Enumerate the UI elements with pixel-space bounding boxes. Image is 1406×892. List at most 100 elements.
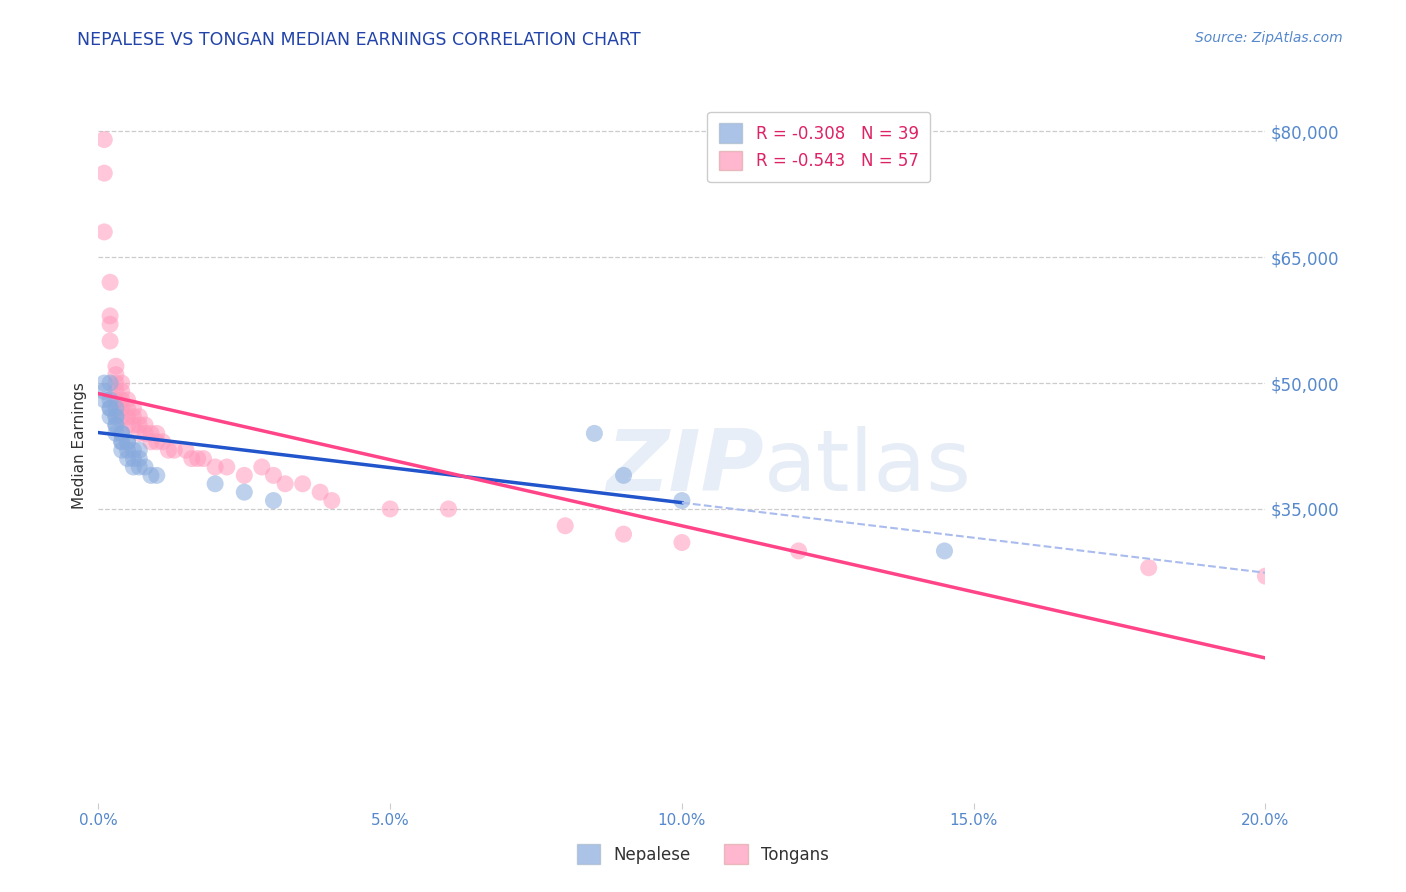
Point <box>146 426 169 441</box>
Point <box>117 417 139 432</box>
Point <box>98 376 121 390</box>
Point <box>321 493 343 508</box>
Point <box>93 392 115 407</box>
Point <box>117 409 139 424</box>
Point <box>128 417 150 432</box>
Point <box>612 527 634 541</box>
Point <box>93 225 115 239</box>
Point <box>93 384 115 399</box>
Point <box>262 468 284 483</box>
Point <box>98 392 121 407</box>
Point <box>671 535 693 549</box>
Point <box>187 451 209 466</box>
Point <box>117 401 139 416</box>
Point <box>233 485 256 500</box>
Point <box>193 451 215 466</box>
Point <box>583 426 606 441</box>
Point <box>554 518 576 533</box>
Point <box>122 451 145 466</box>
Point <box>93 376 115 390</box>
Point <box>291 476 314 491</box>
Point <box>104 401 127 416</box>
Point <box>111 384 134 399</box>
Point <box>104 376 127 390</box>
Point <box>98 275 121 289</box>
Point <box>122 417 145 432</box>
Point <box>111 434 134 449</box>
Point <box>93 166 115 180</box>
Point <box>122 409 145 424</box>
Point <box>134 460 156 475</box>
Point <box>104 409 127 424</box>
Point <box>98 318 121 332</box>
Point <box>180 451 202 466</box>
Point <box>122 443 145 458</box>
Point <box>104 368 127 382</box>
Point <box>128 460 150 475</box>
Text: ZIP: ZIP <box>606 425 763 509</box>
Point <box>128 426 150 441</box>
Point <box>117 434 139 449</box>
Point <box>98 309 121 323</box>
Point <box>93 132 115 146</box>
Point <box>104 417 127 432</box>
Point <box>134 426 156 441</box>
Point <box>111 401 134 416</box>
Point <box>104 384 127 399</box>
Point <box>128 443 150 458</box>
Point <box>146 434 169 449</box>
Point <box>157 443 180 458</box>
Text: atlas: atlas <box>763 425 972 509</box>
Point <box>139 468 162 483</box>
Point <box>128 451 150 466</box>
Legend: Nepalese, Tongans: Nepalese, Tongans <box>571 838 835 871</box>
Point <box>139 426 162 441</box>
Point <box>111 426 134 441</box>
Point <box>163 443 186 458</box>
Point <box>104 426 127 441</box>
Point <box>104 409 127 424</box>
Point <box>437 502 460 516</box>
Point <box>111 376 134 390</box>
Text: NEPALESE VS TONGAN MEDIAN EARNINGS CORRELATION CHART: NEPALESE VS TONGAN MEDIAN EARNINGS CORRE… <box>77 31 641 49</box>
Point <box>111 434 134 449</box>
Point <box>274 476 297 491</box>
Point <box>380 502 402 516</box>
Text: Source: ZipAtlas.com: Source: ZipAtlas.com <box>1195 31 1343 45</box>
Point <box>204 460 226 475</box>
Point <box>122 401 145 416</box>
Point <box>139 434 162 449</box>
Point <box>98 401 121 416</box>
Point <box>671 493 693 508</box>
Point <box>111 392 134 407</box>
Point <box>98 334 121 348</box>
Point <box>787 544 810 558</box>
Point <box>612 468 634 483</box>
Point <box>128 409 150 424</box>
Point <box>215 460 238 475</box>
Point <box>117 451 139 466</box>
Point <box>104 417 127 432</box>
Point <box>122 460 145 475</box>
Y-axis label: Median Earnings: Median Earnings <box>72 383 87 509</box>
Point <box>98 409 121 424</box>
Point <box>111 409 134 424</box>
Point <box>117 392 139 407</box>
Point <box>111 426 134 441</box>
Point <box>262 493 284 508</box>
Legend: R = -0.308   N = 39, R = -0.543   N = 57: R = -0.308 N = 39, R = -0.543 N = 57 <box>707 112 931 182</box>
Point <box>104 392 127 407</box>
Point <box>1254 569 1277 583</box>
Point <box>111 443 134 458</box>
Point <box>309 485 332 500</box>
Point <box>1137 560 1160 574</box>
Point <box>134 417 156 432</box>
Point <box>104 359 127 374</box>
Point <box>233 468 256 483</box>
Point <box>117 443 139 458</box>
Point <box>174 443 197 458</box>
Point <box>146 468 169 483</box>
Point <box>117 434 139 449</box>
Point <box>98 401 121 416</box>
Point <box>152 434 174 449</box>
